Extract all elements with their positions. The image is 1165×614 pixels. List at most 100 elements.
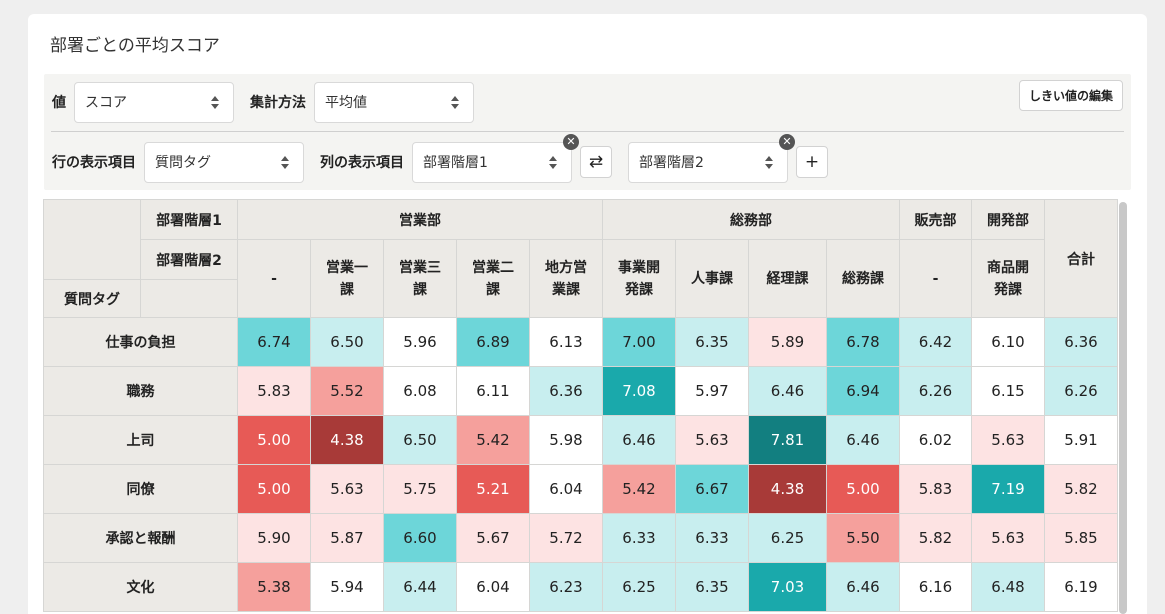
- row-items-label: 行の表示項目: [52, 155, 136, 171]
- score-cell: 5.63: [310, 464, 384, 514]
- remove-icon[interactable]: ✕: [563, 133, 579, 150]
- score-cell: 7.03: [748, 562, 827, 612]
- subcolumn-header: 事業開 発課: [602, 239, 676, 318]
- subcolumn-header-line: 人事課: [691, 270, 733, 287]
- updown-arrow-icon: [211, 95, 219, 111]
- total-cell: 6.19: [1044, 562, 1118, 612]
- score-cell: 6.50: [383, 415, 457, 465]
- swap-icon: ⇄: [588, 152, 604, 172]
- subcolumn-header: 人事課: [675, 239, 749, 318]
- group-header: 総務部: [602, 199, 900, 240]
- score-cell: 5.94: [310, 562, 384, 612]
- value-label: 値: [52, 95, 66, 111]
- table-row: 仕事の負担 6.74 6.50 5.96 6.89 6.13 7.00 6.35 5.89 6.7…: [43, 317, 1118, 367]
- score-cell: 6.94: [826, 366, 900, 416]
- remove-icon[interactable]: ✕: [779, 133, 795, 150]
- swap-button[interactable]: ⇄: [580, 146, 612, 178]
- score-cell: 6.23: [529, 562, 603, 612]
- group-header: 営業部: [237, 199, 603, 240]
- score-cell: 5.67: [456, 513, 530, 563]
- subcolumn-header: 商品開 発課: [971, 239, 1045, 318]
- score-cell: 6.74: [237, 317, 311, 367]
- subcolumn-header: 営業三課: [383, 239, 457, 318]
- score-cell: 5.38: [237, 562, 311, 612]
- score-cell: 5.72: [529, 513, 603, 563]
- aggregation-select-text: 平均値: [325, 95, 367, 111]
- subcolumn-header-line: 営業二: [472, 259, 514, 276]
- score-cell: 5.50: [826, 513, 900, 563]
- subcolumn-header: 営業一課: [310, 239, 384, 318]
- row-label: 文化: [43, 562, 238, 612]
- score-cell: 6.15: [971, 366, 1045, 416]
- score-cell: 6.67: [675, 464, 749, 514]
- score-cell: 5.98: [529, 415, 603, 465]
- edit-threshold-button[interactable]: しきい値の編集: [1018, 80, 1123, 111]
- score-cell: 6.25: [602, 562, 676, 612]
- subcolumn-header-line: -: [932, 270, 939, 287]
- score-cell: 6.46: [748, 366, 827, 416]
- total-header: 合計: [1044, 199, 1118, 318]
- agg-label: 集計方法: [250, 95, 306, 111]
- score-cell: 5.63: [675, 415, 749, 465]
- row-items-select[interactable]: 質問タグ: [144, 141, 304, 183]
- subcolumn-header-line: 課: [340, 281, 354, 298]
- updown-arrow-icon: [451, 95, 459, 111]
- level2-label: 部署階層2: [140, 239, 238, 280]
- subcolumn-header-line: 発課: [994, 281, 1022, 298]
- page-title: 部署ごとの平均スコア: [50, 36, 220, 56]
- subcolumn-header-line: 課: [413, 281, 427, 298]
- score-cell: 6.25: [748, 513, 827, 563]
- score-cell: 6.46: [826, 562, 900, 612]
- value-select[interactable]: スコア: [74, 81, 234, 123]
- score-cell: 5.63: [971, 415, 1045, 465]
- subcolumn-header-line: 業課: [552, 281, 580, 298]
- score-cell: 5.90: [237, 513, 311, 563]
- score-cell: 6.33: [675, 513, 749, 563]
- score-cell: 6.50: [310, 317, 384, 367]
- subcolumn-header: 経理課: [748, 239, 827, 318]
- table-row: 同僚 5.00 5.63 5.75 5.21 6.04 5.42 6.67 4.38 5.00 5.…: [43, 464, 1118, 514]
- vertical-scrollbar[interactable]: [1119, 202, 1127, 614]
- col-items-select-1[interactable]: 部署階層1 ✕: [412, 133, 579, 183]
- score-cell: 6.46: [826, 415, 900, 465]
- value-select-text: スコア: [85, 95, 127, 111]
- plus-icon: +: [804, 152, 820, 172]
- subcolumn-header-line: 事業開: [618, 259, 660, 276]
- subcolumn-header: -: [237, 239, 311, 318]
- col-items-select-2[interactable]: 部署階層2 ✕: [628, 133, 795, 183]
- score-cell: 6.89: [456, 317, 530, 367]
- score-cell: 5.75: [383, 464, 457, 514]
- table-row: 承認と報酬 5.90 5.87 6.60 5.67 5.72 6.33 6.33 6.25 5.5…: [43, 513, 1118, 563]
- table-row: 文化 5.38 5.94 6.44 6.04 6.23 6.25 6.35 7.03 6.46 6.…: [43, 562, 1118, 612]
- updown-arrow-icon: [549, 155, 557, 171]
- score-cell: 5.00: [237, 415, 311, 465]
- subcolumn-header-line: 営業一: [326, 259, 368, 276]
- score-cell: 5.83: [237, 366, 311, 416]
- group-header: 販売部: [899, 199, 972, 240]
- score-cell: 7.19: [971, 464, 1045, 514]
- group-header: 開発部: [971, 199, 1045, 240]
- score-cell: 5.96: [383, 317, 457, 367]
- aggregation-select[interactable]: 平均値: [314, 81, 474, 123]
- subcolumn-header-line: 課: [486, 281, 500, 298]
- score-cell: 5.89: [748, 317, 827, 367]
- score-cell: 6.48: [971, 562, 1045, 612]
- score-cell: 7.08: [602, 366, 676, 416]
- total-cell: 6.26: [1044, 366, 1118, 416]
- score-cell: 4.38: [748, 464, 827, 514]
- score-cell: 5.83: [899, 464, 972, 514]
- subcolumn-header-line: 経理課: [766, 270, 809, 287]
- subcolumn-header-line: 営業三: [399, 259, 441, 276]
- table-row: 職務 5.83 5.52 6.08 6.11 6.36 7.08 5.97 6.46 6.94 6.…: [43, 366, 1118, 416]
- score-cell: 6.46: [602, 415, 676, 465]
- updown-arrow-icon: [765, 155, 773, 171]
- subcolumn-header: -: [899, 239, 972, 318]
- total-cell: 5.82: [1044, 464, 1118, 514]
- score-cell: 6.08: [383, 366, 457, 416]
- score-cell: 6.02: [899, 415, 972, 465]
- row-label: 同僚: [43, 464, 238, 514]
- score-cell: 7.81: [748, 415, 827, 465]
- add-column-button[interactable]: +: [796, 146, 828, 178]
- score-cell: 6.44: [383, 562, 457, 612]
- row-header-label: 質問タグ: [43, 279, 141, 318]
